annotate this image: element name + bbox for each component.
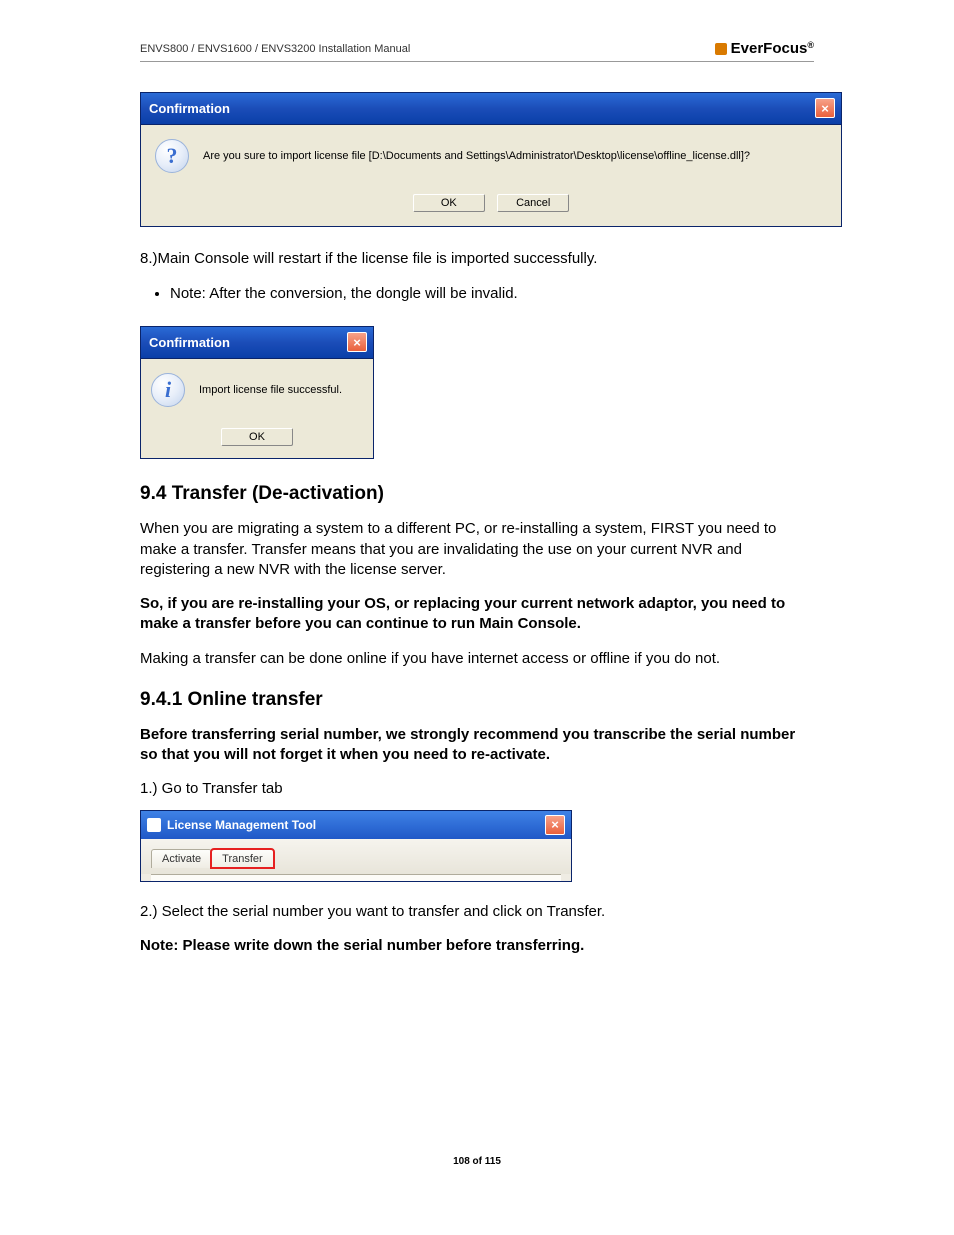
step-2: 2.) Select the serial number you want to… (140, 902, 814, 922)
confirmation-dialog-import: Confirmation × ? Are you sure to import … (140, 92, 842, 227)
dialog-message: Are you sure to import license file [D:\… (203, 150, 750, 162)
dialog-titlebar: Confirmation × (141, 327, 373, 359)
para-94-bold: So, if you are re-installing your OS, or… (140, 594, 814, 635)
dialog-title: Confirmation (149, 101, 230, 116)
step-1: 1.) Go to Transfer tab (140, 779, 814, 799)
license-management-window: License Management Tool × Activate Trans… (140, 810, 572, 882)
note-2: Note: Please write down the serial numbe… (140, 936, 814, 956)
close-icon[interactable]: × (545, 815, 565, 835)
dialog-message: Import license file successful. (199, 384, 342, 396)
dialog-titlebar: Confirmation × (141, 93, 841, 125)
para-94-2: Making a transfer can be done online if … (140, 649, 814, 669)
license-titlebar: License Management Tool × (141, 811, 571, 839)
confirmation-dialog-success: Confirmation × i Import license file suc… (140, 326, 374, 459)
close-icon[interactable]: × (815, 98, 835, 118)
ok-button[interactable]: OK (413, 194, 485, 212)
close-icon[interactable]: × (347, 332, 367, 352)
logo-square-icon (715, 43, 727, 55)
ok-button[interactable]: OK (221, 428, 293, 446)
page-header: ENVS800 / ENVS1600 / ENVS3200 Installati… (140, 40, 814, 62)
tab-activate[interactable]: Activate (151, 849, 212, 868)
brand-logo: EverFocus® (715, 40, 814, 57)
question-icon: ? (155, 139, 189, 173)
dialog-title: Confirmation (149, 335, 230, 350)
tab-transfer[interactable]: Transfer (211, 849, 274, 868)
section-heading-941: 9.4.1 Online transfer (140, 689, 814, 711)
license-title-text: License Management Tool (167, 818, 316, 832)
section-heading-94: 9.4 Transfer (De-activation) (140, 483, 814, 505)
tab-panel-edge (151, 874, 561, 881)
para-941-bold: Before transferring serial number, we st… (140, 725, 814, 766)
body-text-step8: 8.)Main Console will restart if the lice… (140, 249, 814, 269)
header-manual-title: ENVS800 / ENVS1600 / ENVS3200 Installati… (140, 43, 410, 55)
note-list: Note: After the conversion, the dongle w… (170, 283, 814, 304)
info-icon: i (151, 373, 185, 407)
note-item: Note: After the conversion, the dongle w… (170, 283, 814, 304)
cancel-button[interactable]: Cancel (497, 194, 569, 212)
page-footer: 108 of 115 (140, 1156, 814, 1167)
app-icon (147, 818, 161, 832)
para-94-1: When you are migrating a system to a dif… (140, 519, 814, 580)
